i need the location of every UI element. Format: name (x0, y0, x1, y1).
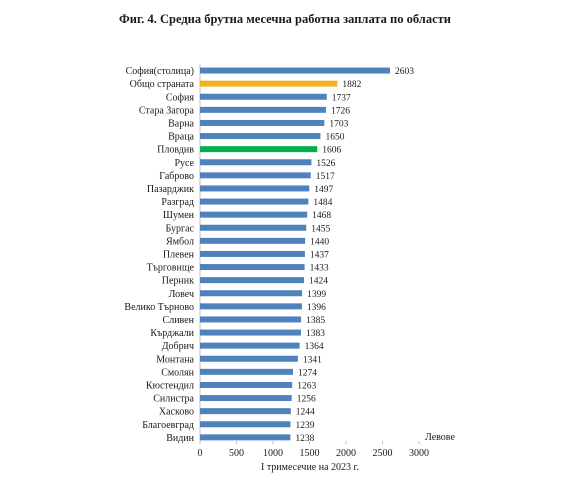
x-axis-title: I тримесечие на 2023 г. (261, 462, 359, 473)
value-label: 1341 (303, 355, 322, 365)
bar (200, 408, 291, 415)
category-label: София (166, 92, 195, 103)
category-label: Благоевград (142, 420, 194, 431)
value-label: 1440 (310, 237, 329, 247)
category-label: Общо страната (130, 79, 195, 90)
bar (200, 237, 306, 244)
category-label: Велико Търново (124, 302, 194, 313)
value-label: 2603 (395, 67, 414, 77)
value-label: 1385 (306, 316, 325, 326)
category-label: Кърджали (150, 328, 194, 339)
value-label: 1433 (310, 264, 329, 274)
value-label: 1455 (311, 224, 330, 234)
value-label: 1726 (331, 106, 350, 116)
value-label: 1244 (296, 408, 315, 418)
category-label: Габрово (159, 171, 194, 182)
category-label: Перник (162, 276, 194, 287)
bar (200, 133, 321, 140)
value-label: 1606 (322, 146, 341, 156)
category-label: Разград (161, 197, 194, 208)
bar (200, 434, 291, 441)
category-label: Сливен (163, 315, 195, 326)
x-tick-label: 0 (198, 448, 203, 459)
value-label: 1399 (307, 290, 326, 300)
bar (200, 316, 302, 323)
bar (200, 264, 305, 271)
category-label: Ловеч (169, 289, 194, 300)
chart-title: Фиг. 4. Средна брутна месечна работна за… (119, 12, 451, 26)
bar (200, 329, 301, 336)
value-label: 1484 (313, 198, 332, 208)
category-label: Плевен (163, 249, 195, 260)
category-label: София(столица) (126, 66, 194, 77)
category-label: Бургас (166, 223, 195, 234)
value-label: 1526 (316, 159, 335, 169)
bar (200, 159, 312, 166)
bar (200, 290, 303, 297)
category-label: Шумен (163, 210, 195, 221)
value-label: 1737 (332, 93, 351, 103)
category-label: Видин (166, 433, 194, 444)
bar (200, 119, 325, 126)
bar (200, 172, 311, 179)
category-label: Пловдив (157, 145, 194, 156)
category-label: Враца (168, 132, 194, 143)
category-label: Хасково (159, 407, 194, 418)
category-label: Смолян (161, 367, 194, 378)
bar (200, 381, 293, 388)
category-label: Стара Загора (139, 105, 195, 116)
category-label: Добрич (162, 341, 194, 352)
value-label: 1882 (342, 80, 361, 90)
bar (200, 211, 308, 218)
bar (200, 342, 300, 349)
category-label: Кюстендил (146, 380, 194, 391)
x-tick-label: 3000 (409, 448, 429, 459)
x-tick-label: 2500 (373, 448, 393, 459)
value-label: 1274 (298, 368, 317, 378)
bar (200, 421, 291, 428)
value-label: 1497 (314, 185, 333, 195)
x-tick-label: 1500 (300, 448, 320, 459)
bar (200, 185, 310, 192)
x-tick-label: 2000 (336, 448, 356, 459)
bar (200, 368, 294, 375)
value-label: 1256 (297, 395, 316, 405)
bar (200, 277, 304, 284)
value-label: 1383 (306, 329, 325, 339)
value-label: 1468 (312, 211, 331, 221)
value-label: 1703 (329, 119, 348, 129)
category-label: Силистра (153, 394, 194, 405)
category-label: Ямбол (166, 236, 194, 247)
value-label: 1364 (305, 342, 324, 352)
value-label: 1238 (295, 434, 314, 444)
bar (200, 198, 309, 205)
category-label: Варна (168, 118, 194, 129)
bar (200, 93, 327, 100)
bar (200, 303, 302, 310)
bar (200, 67, 391, 74)
bar (200, 106, 326, 113)
value-label: 1396 (307, 303, 326, 313)
category-label: Монтана (156, 354, 194, 365)
category-label: Пазарджик (147, 184, 194, 195)
value-label: 1263 (297, 381, 316, 391)
value-label: 1424 (309, 277, 328, 287)
category-label: Русе (174, 158, 194, 169)
bar (200, 250, 305, 257)
bar (200, 224, 307, 231)
bar (200, 146, 318, 153)
x-tick-label: 500 (229, 448, 244, 459)
x-axis-unit-label: Левове (425, 432, 455, 443)
bar (200, 80, 338, 87)
bar (200, 395, 292, 402)
value-label: 1437 (310, 250, 329, 260)
value-label: 1517 (316, 172, 335, 182)
value-label: 1650 (325, 133, 344, 143)
bar (200, 355, 298, 362)
category-label: Търговище (147, 263, 195, 274)
x-tick-label: 1000 (263, 448, 283, 459)
value-label: 1239 (295, 421, 314, 431)
